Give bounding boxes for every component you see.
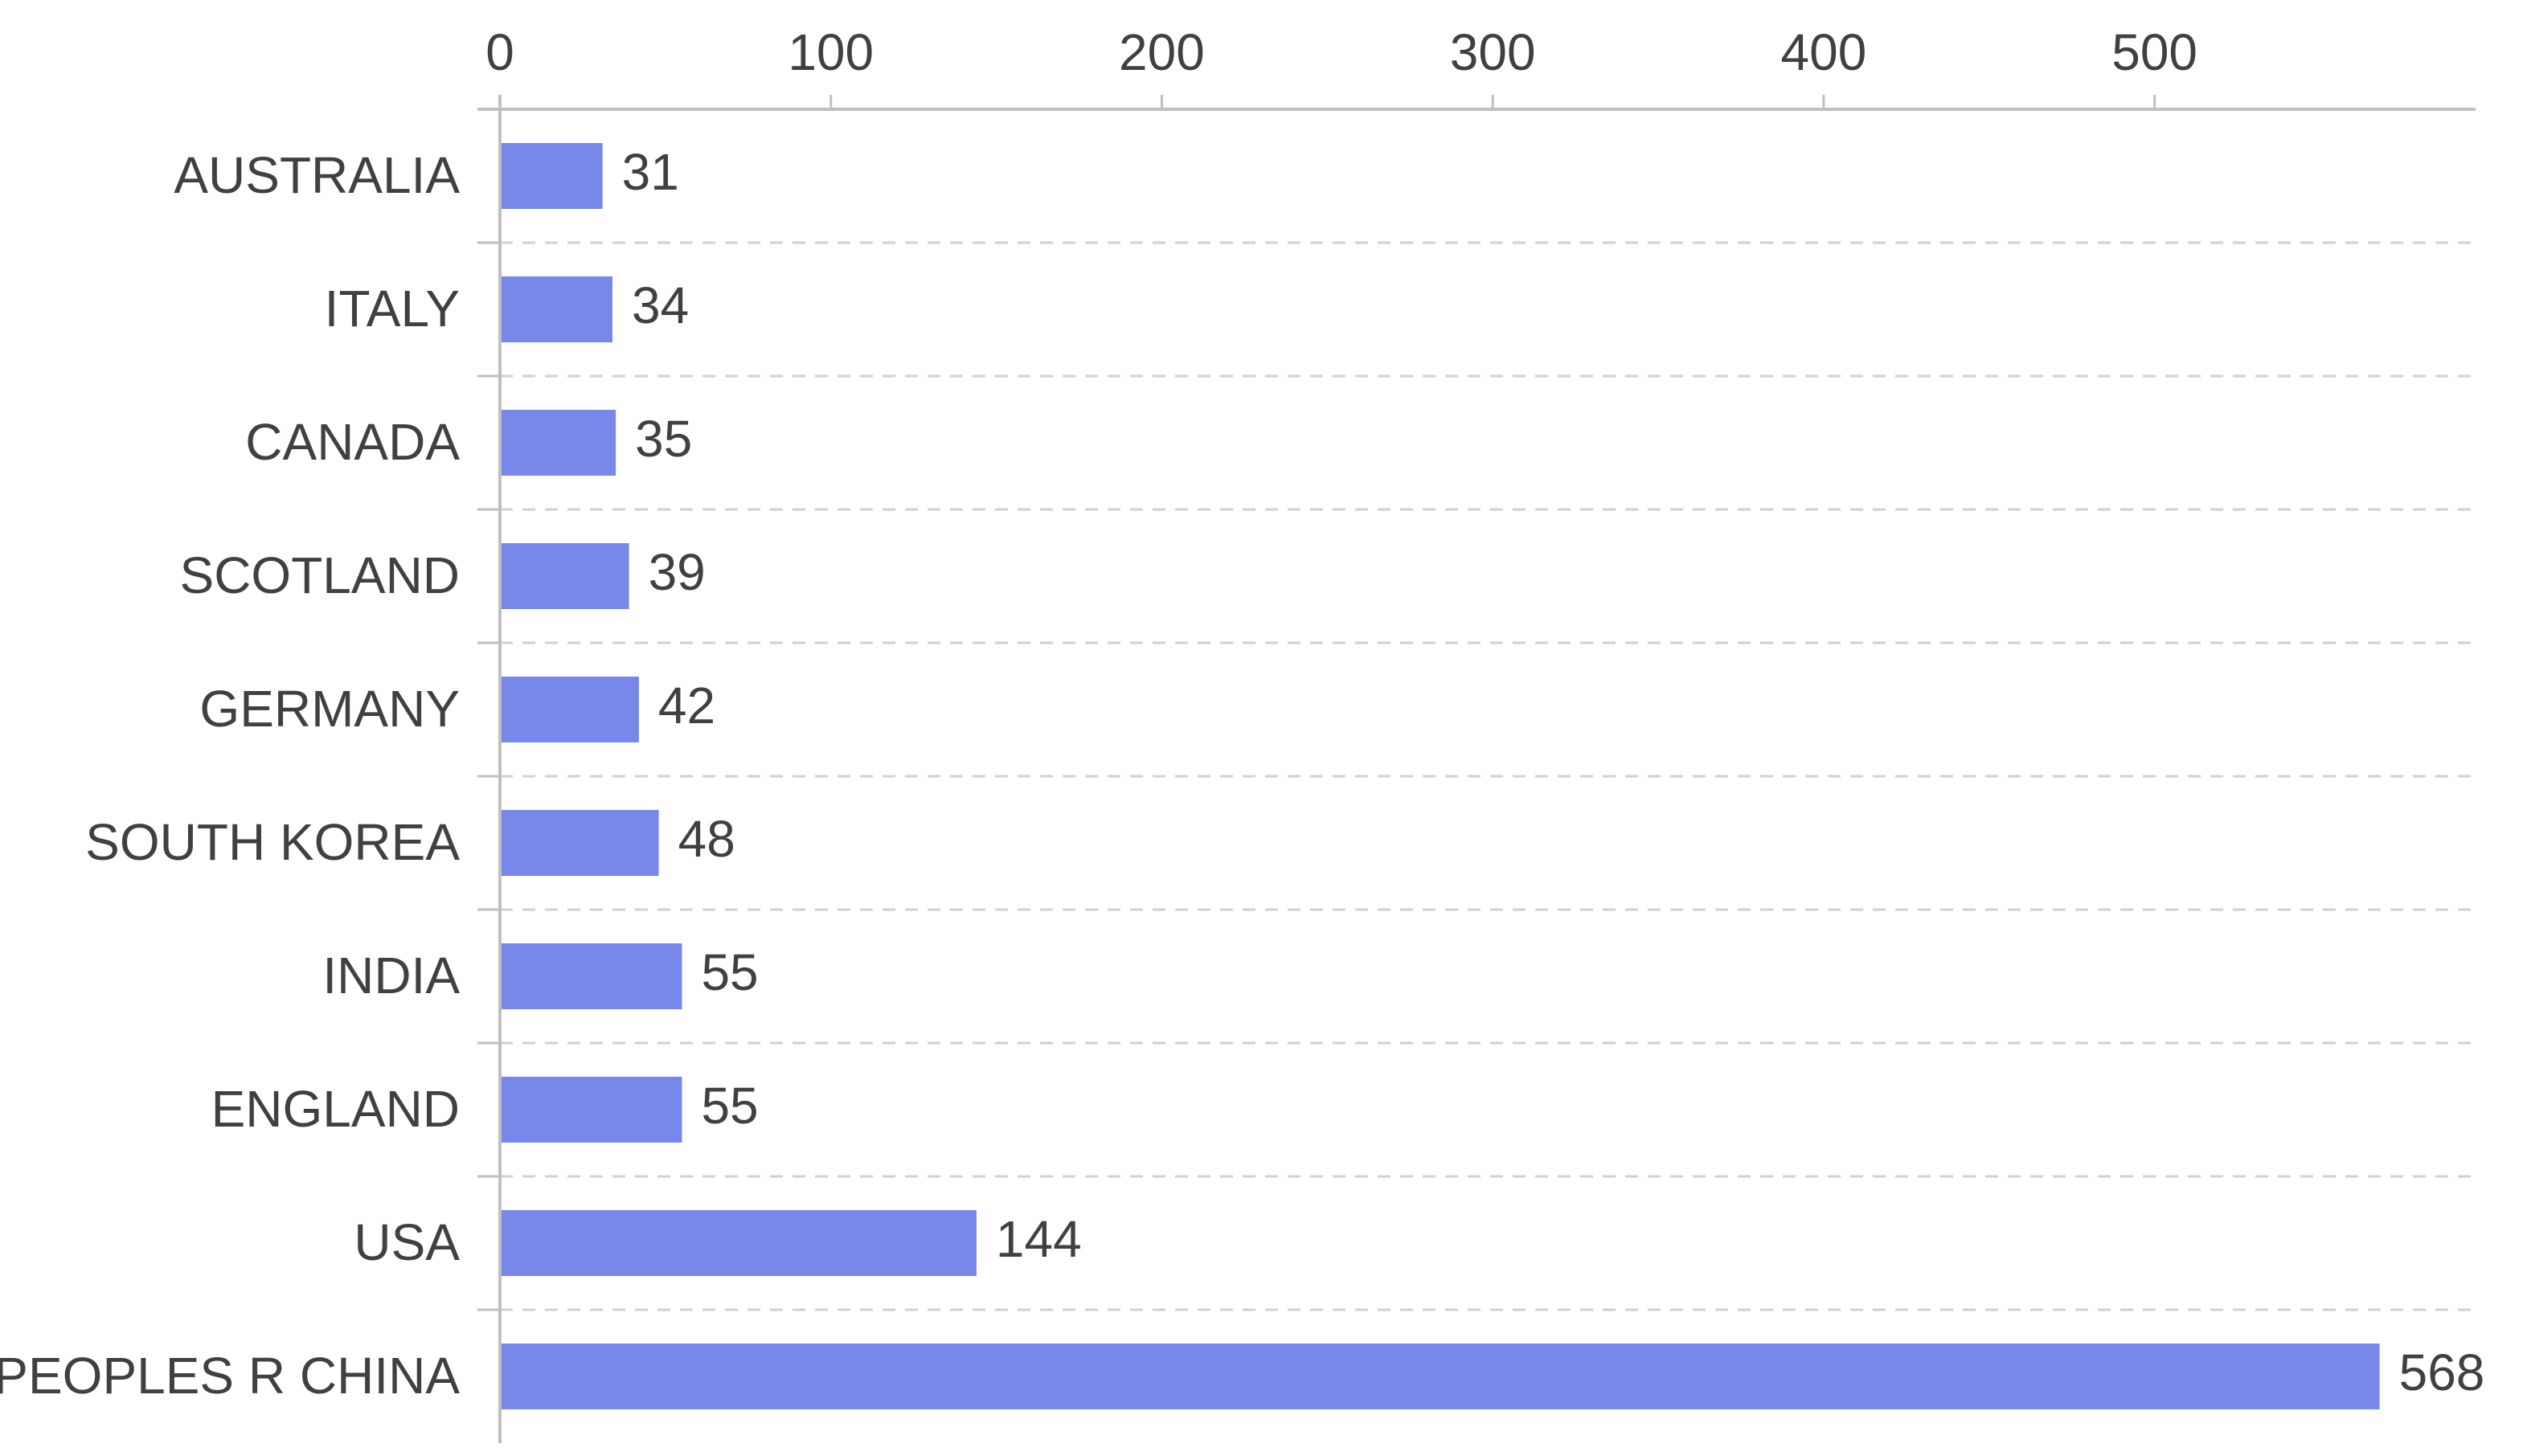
axes — [477, 95, 2476, 1443]
category-label: SCOTLAND — [180, 546, 461, 604]
category-label: SOUTH KOREA — [85, 813, 460, 871]
category-label: GERMANY — [199, 680, 460, 738]
bar — [500, 410, 616, 476]
grid-lines — [500, 241, 2476, 1311]
bar — [500, 943, 682, 1009]
category-label: USA — [354, 1213, 460, 1271]
x-tick-label: 500 — [2111, 23, 2197, 81]
x-tick-label: 0 — [485, 23, 514, 81]
data-label: 144 — [996, 1210, 1082, 1268]
data-label: 34 — [632, 276, 689, 334]
data-label: 39 — [649, 543, 706, 601]
data-label: 42 — [658, 677, 715, 734]
bar — [500, 1210, 977, 1276]
bar — [500, 143, 603, 209]
labels: 0 100 200 300 400 500 AUSTRALIA 31 ITALY 34 CANADA… — [0, 23, 2484, 1405]
bar — [500, 1077, 682, 1143]
category-label: PEOPLES R CHINA — [0, 1347, 460, 1405]
bar — [500, 276, 612, 342]
data-label: 31 — [622, 143, 679, 201]
x-tick-label: 200 — [1119, 23, 1205, 81]
category-label: ENGLAND — [211, 1080, 460, 1138]
category-label: INDIA — [322, 947, 460, 1004]
data-label: 48 — [678, 810, 735, 868]
x-tick-label: 400 — [1781, 23, 1867, 81]
data-label: 55 — [701, 943, 758, 1001]
category-label: ITALY — [325, 280, 460, 337]
bar — [500, 543, 629, 609]
category-label: AUSTRALIA — [174, 146, 460, 204]
bar — [500, 1344, 2380, 1409]
data-label: 568 — [2399, 1344, 2485, 1401]
data-label: 35 — [635, 410, 692, 468]
category-label: CANADA — [245, 413, 460, 471]
bar — [500, 810, 659, 876]
x-tick-label: 100 — [788, 23, 874, 81]
data-label: 55 — [701, 1077, 758, 1135]
x-tick-label: 300 — [1450, 23, 1536, 81]
bar — [500, 677, 639, 742]
bars — [500, 143, 2380, 1409]
